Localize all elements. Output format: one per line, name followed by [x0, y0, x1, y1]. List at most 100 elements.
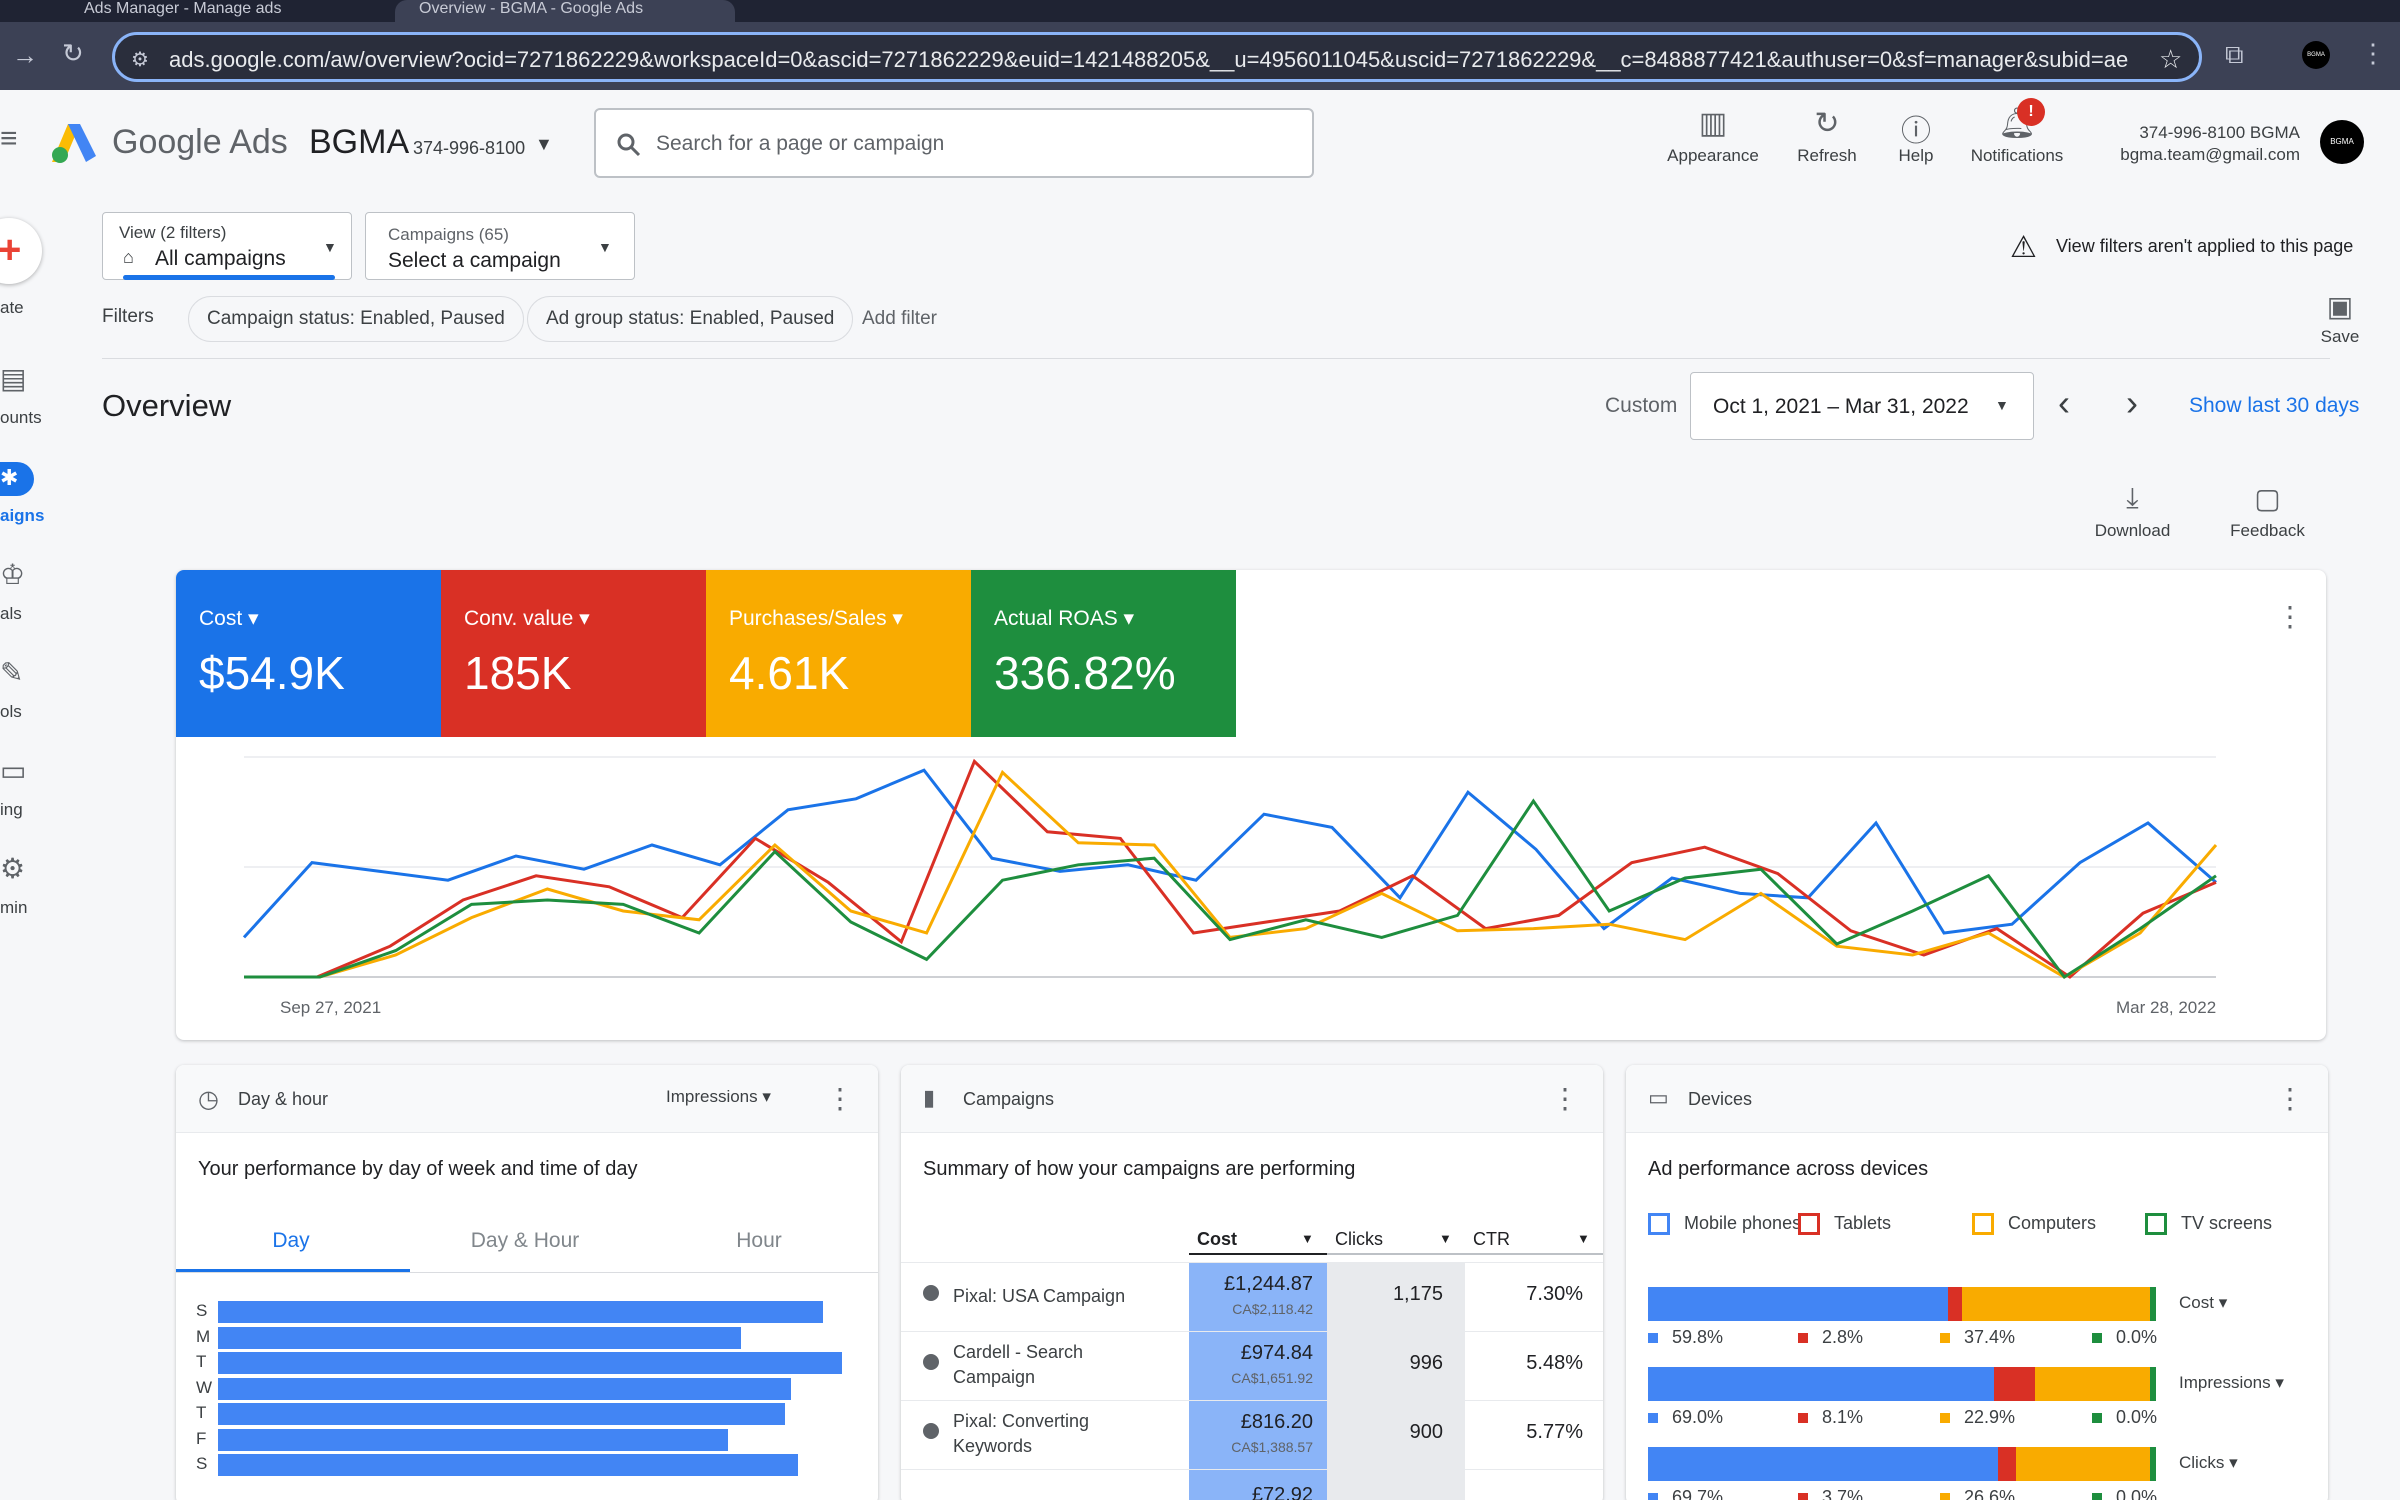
- admin-gear-icon[interactable]: ⚙: [0, 853, 26, 884]
- metric-purchases[interactable]: Purchases/Sales ▾ 4.61K: [706, 570, 971, 737]
- device-stacked-bar[interactable]: [1648, 1447, 2156, 1481]
- cost-value: £72.92: [1251, 1484, 1313, 1500]
- account-id[interactable]: 374-996-8100: [413, 138, 526, 158]
- day-bar[interactable]: [218, 1377, 792, 1400]
- cost-value: £974.84: [1240, 1342, 1313, 1364]
- device-bar-segment: [1997, 1447, 2017, 1481]
- campaign-selector[interactable]: Campaigns (65) Select a campaign ▼: [365, 212, 635, 280]
- more-options-icon[interactable]: ⋮: [2276, 601, 2304, 632]
- goals-icon[interactable]: ♔: [0, 559, 26, 590]
- more-options-icon[interactable]: ⋮: [1551, 1083, 1579, 1114]
- device-share-label: 2.8%: [1822, 1327, 1864, 1347]
- device-bar-segment: [2150, 1367, 2156, 1401]
- nav-item-goals[interactable]: als: [0, 604, 22, 623]
- reload-icon[interactable]: ↻: [62, 38, 84, 68]
- help-button[interactable]: ⓘ Help: [1861, 106, 1971, 172]
- more-options-icon[interactable]: ⋮: [826, 1083, 854, 1114]
- nav-item-admin[interactable]: min: [0, 898, 28, 917]
- campaign-name[interactable]: Cardell - Search Campaign: [953, 1342, 1084, 1387]
- metric-conv-value[interactable]: Conv. value ▾ 185K: [441, 570, 706, 737]
- browser-tab-active[interactable]: Overview - BGMA - Google Ads: [395, 0, 735, 22]
- appearance-button[interactable]: ▥ Appearance: [1658, 106, 1768, 172]
- download-button[interactable]: ⤓ Download: [2085, 482, 2180, 541]
- device-metric-selector[interactable]: Impressions ▾: [2179, 1373, 2284, 1392]
- address-bar[interactable]: ⚙ ads.google.com/aw/overview?ocid=727186…: [112, 32, 2202, 82]
- legend-square-icon: [1648, 1413, 1658, 1423]
- account-email[interactable]: bgma.team@gmail.com: [2120, 145, 2300, 164]
- tab-hour[interactable]: Hour: [736, 1229, 782, 1252]
- table-row[interactable]: Pixal: Converting Keywords £816.20 CA$1,38…: [901, 1400, 1603, 1469]
- view-filters-warning: View filters aren't applied to this page: [2056, 236, 2354, 256]
- column-header-clicks[interactable]: Clicks ▼: [1327, 1225, 1465, 1255]
- search-icon: [617, 133, 641, 157]
- legend-label[interactable]: Computers: [2008, 1213, 2097, 1233]
- filter-pill-ad-group-status[interactable]: Ad group status: Enabled, Paused: [527, 296, 854, 342]
- add-filter-button[interactable]: Add filter: [862, 308, 937, 329]
- day-bar[interactable]: [218, 1301, 823, 1323]
- save-button[interactable]: ▣ Save: [2310, 290, 2370, 347]
- bookmark-star-icon[interactable]: ☆: [2159, 44, 2183, 74]
- day-bar[interactable]: [218, 1326, 741, 1349]
- nav-item-billing[interactable]: ing: [0, 800, 23, 819]
- device-share-label: 0.0%: [2116, 1327, 2158, 1347]
- more-options-icon[interactable]: ⋮: [2276, 1083, 2304, 1114]
- day-bar[interactable]: [218, 1352, 842, 1374]
- nav-item-accounts[interactable]: ounts: [0, 408, 42, 427]
- nav-item-tools[interactable]: ols: [0, 702, 22, 721]
- metric-actual-roas[interactable]: Actual ROAS ▾ 336.82%: [971, 570, 1236, 737]
- device-metric-selector[interactable]: Cost ▾: [2179, 1293, 2228, 1312]
- tools-icon[interactable]: ✎: [0, 657, 24, 688]
- ctr-value: 5.48%: [1526, 1352, 1583, 1374]
- device-metric-selector[interactable]: Clicks ▾: [2179, 1453, 2238, 1472]
- series-line-cost: [242, 768, 2217, 939]
- feedback-button[interactable]: ▢ Feedback: [2220, 482, 2315, 541]
- tab-day[interactable]: Day: [272, 1229, 310, 1252]
- campaign-name[interactable]: Pixal: Converting Keywords: [953, 1411, 1090, 1456]
- menu-dots-icon[interactable]: ⋮: [2360, 38, 2386, 68]
- metric-selector[interactable]: Impressions ▾: [666, 1087, 771, 1106]
- avatar[interactable]: BGMA: [2320, 120, 2364, 164]
- legend-square-icon: [2092, 1413, 2102, 1423]
- site-settings-icon[interactable]: ⚙: [131, 49, 149, 71]
- hamburger-menu-icon[interactable]: ≡: [0, 122, 18, 155]
- billing-icon[interactable]: ▭: [0, 755, 27, 786]
- device-stacked-bar[interactable]: [1648, 1287, 2156, 1321]
- search-input[interactable]: Search for a page or campaign: [594, 108, 1314, 178]
- campaigns-active-pill[interactable]: ✱: [0, 462, 34, 496]
- campaign-name[interactable]: Pixal: USA Campaign: [953, 1286, 1126, 1306]
- cost-sub-value: CA$1,388.57: [1231, 1439, 1313, 1455]
- previous-period-icon[interactable]: ‹: [2058, 382, 2070, 423]
- table-row[interactable]: Cardell - Search Campaign £974.84 CA$1,651…: [901, 1331, 1603, 1400]
- date-range-picker[interactable]: Oct 1, 2021 – Mar 31, 2022 ▼: [1690, 372, 2034, 440]
- column-header-cost[interactable]: Cost ▼: [1189, 1225, 1327, 1255]
- legend-label[interactable]: Tablets: [1834, 1213, 1892, 1233]
- column-header-ctr[interactable]: CTR ▼: [1465, 1225, 1603, 1255]
- refresh-button[interactable]: ↻ Refresh: [1772, 106, 1882, 172]
- legend-label[interactable]: TV screens: [2181, 1213, 2273, 1233]
- day-bar[interactable]: [218, 1428, 729, 1451]
- extensions-icon[interactable]: ⧉: [2225, 39, 2244, 69]
- nav-item-campaigns[interactable]: aigns: [0, 506, 45, 525]
- cost-cell: £816.20 CA$1,388.57: [1189, 1401, 1327, 1469]
- filter-pill-campaign-status[interactable]: Campaign status: Enabled, Paused: [188, 296, 524, 342]
- profile-avatar[interactable]: BGMA: [2302, 41, 2330, 69]
- show-last-30-days-link[interactable]: Show last 30 days: [2189, 394, 2360, 417]
- next-period-icon[interactable]: ›: [2126, 382, 2138, 423]
- table-row[interactable]: £72.92: [901, 1469, 1603, 1500]
- sort-arrow-icon: ▼: [1439, 1231, 1452, 1246]
- table-row[interactable]: Pixal: USA Campaign £1,244.87 CA$2,118.42 1…: [901, 1262, 1603, 1331]
- view-selector[interactable]: View (2 filters) ⌂ All campaigns ▼: [102, 212, 352, 280]
- account-line-1[interactable]: 374-996-8100 BGMA: [2139, 123, 2300, 142]
- nav-item-create[interactable]: ate: [0, 298, 24, 317]
- account-name[interactable]: BGMA: [309, 123, 410, 161]
- account-dropdown-icon[interactable]: ▼: [535, 134, 553, 154]
- accounts-icon[interactable]: ▤: [0, 363, 27, 394]
- forward-icon[interactable]: →: [12, 40, 38, 70]
- tab-day-hour[interactable]: Day & Hour: [470, 1229, 580, 1252]
- device-stacked-bar[interactable]: [1648, 1367, 2156, 1401]
- metric-cost[interactable]: Cost ▾ $54.9K: [176, 570, 441, 737]
- day-bar[interactable]: [218, 1454, 798, 1476]
- day-bar[interactable]: [218, 1403, 785, 1425]
- browser-tab[interactable]: Ads Manager - Manage ads: [60, 0, 390, 22]
- legend-label[interactable]: Mobile phones: [1684, 1213, 1802, 1233]
